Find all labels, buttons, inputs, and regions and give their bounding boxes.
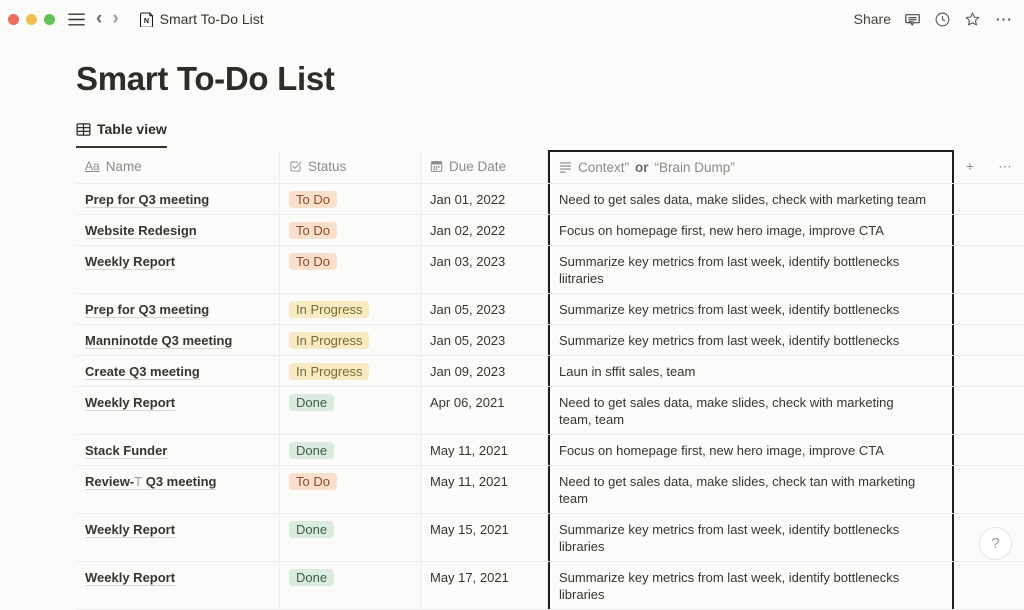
svg-text:N: N bbox=[144, 17, 149, 25]
